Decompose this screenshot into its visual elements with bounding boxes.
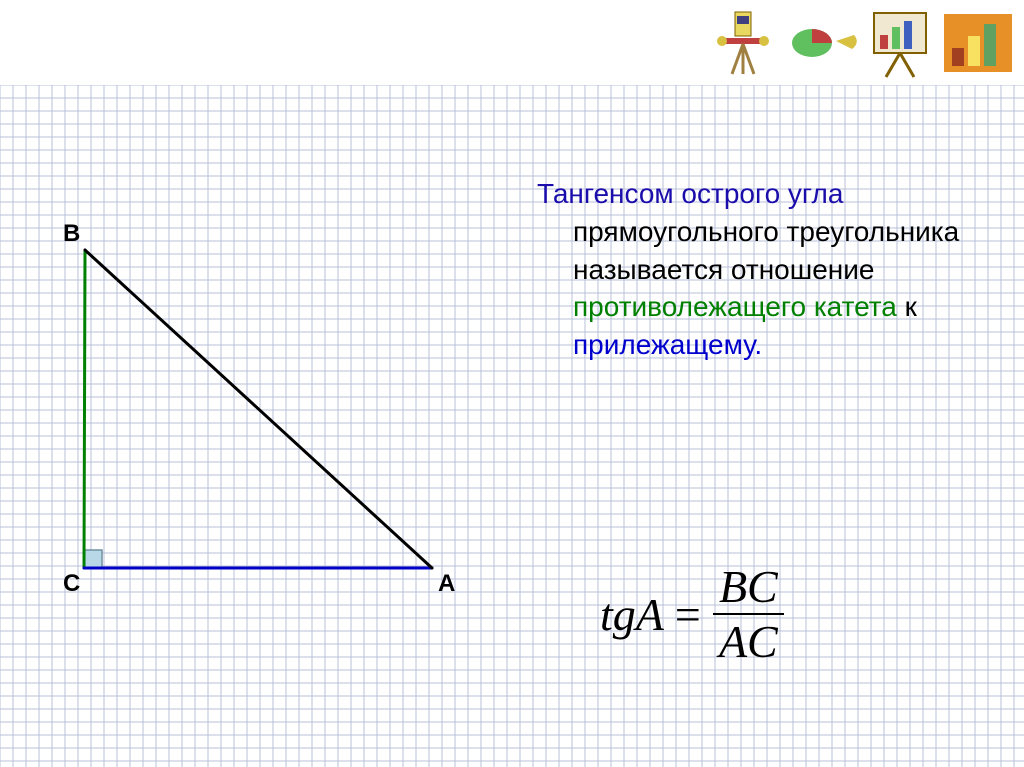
formula-lhs: tgA <box>600 588 664 641</box>
vertex-label-a: A <box>438 570 455 598</box>
survey-tripod-icon <box>708 8 778 78</box>
definition-text: Тангенсом острого угла прямоугольного тр… <box>537 175 987 364</box>
vertex-label-b: B <box>63 220 80 248</box>
header-icon-strip <box>664 0 1024 85</box>
tangent-formula: tgA = BC AC <box>600 560 784 668</box>
formula-numerator: BC <box>713 560 784 613</box>
right-triangle-figure <box>0 0 1024 767</box>
vertex-label-c: C <box>63 570 80 598</box>
pie-chart-icon <box>788 17 858 69</box>
formula-denominator: AC <box>713 615 784 668</box>
chart-easel-icon <box>868 7 932 79</box>
formula-fraction: BC AC <box>713 560 784 668</box>
formula-equals: = <box>672 588 703 641</box>
bar-chart-icon <box>942 12 1014 74</box>
